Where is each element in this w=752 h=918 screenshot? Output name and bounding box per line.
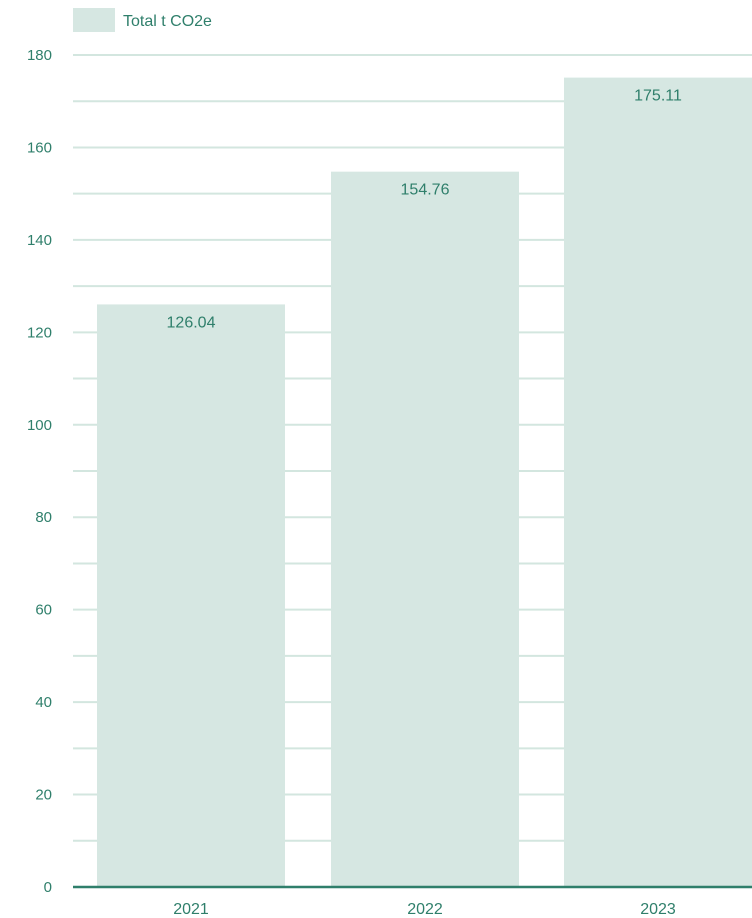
data-label: 126.04 — [167, 314, 216, 331]
x-tick-label: 2021 — [173, 901, 209, 918]
bars: 126.04 154.76 175.11 — [97, 77, 752, 888]
legend-label: Total t CO2e — [123, 13, 212, 30]
x-tick-label: 2023 — [640, 901, 676, 918]
x-tick-label: 2022 — [407, 901, 443, 918]
y-tick-label: 0 — [44, 879, 52, 896]
y-tick-label: 100 — [27, 417, 52, 434]
bar-2021 — [97, 304, 285, 887]
y-tick-label: 180 — [27, 47, 52, 64]
axes: 0 20 40 60 80 100 120 140 160 180 2021 2022 2023 — [27, 47, 752, 918]
y-tick-label: 160 — [27, 139, 52, 156]
legend-swatch — [73, 8, 115, 32]
y-tick-label: 80 — [35, 509, 52, 526]
data-label: 175.11 — [634, 88, 682, 105]
legend: Total t CO2e — [73, 8, 212, 32]
y-tick-label: 40 — [35, 694, 52, 711]
y-tick-label: 120 — [27, 324, 52, 341]
y-tick-label: 20 — [35, 787, 52, 804]
bar-2022 — [331, 171, 519, 887]
bar-2023 — [564, 77, 752, 888]
y-tick-label: 60 — [35, 602, 52, 619]
y-tick-label: 140 — [27, 232, 52, 249]
data-label: 154.76 — [401, 182, 450, 199]
